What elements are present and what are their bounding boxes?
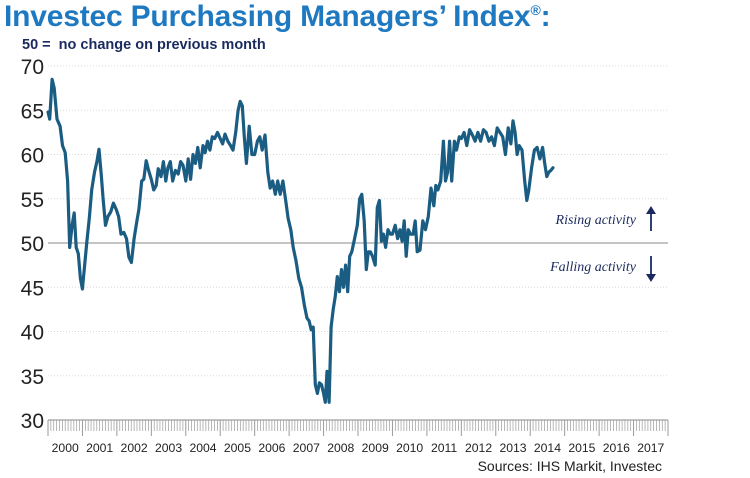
- x-tick-label: 2002: [121, 441, 148, 455]
- x-tick-label: 2012: [465, 441, 492, 455]
- y-tick-label: 35: [21, 366, 44, 389]
- y-tick-label: 40: [21, 322, 44, 345]
- x-tick-label: 2005: [224, 441, 251, 455]
- x-tick-label: 2004: [189, 441, 216, 455]
- up-arrow-head-icon: [646, 206, 656, 214]
- y-tick-label: 60: [21, 145, 44, 168]
- x-tick-label: 2013: [499, 441, 526, 455]
- x-tick-label: 2011: [431, 441, 457, 455]
- x-tick-label: 2016: [603, 441, 630, 455]
- x-tick-label: 2017: [637, 441, 664, 455]
- y-tick-label: 55: [21, 189, 44, 212]
- falling-activity-label: Falling activity: [549, 260, 637, 275]
- y-tick-label: 65: [21, 100, 44, 123]
- down-arrow-head-icon: [646, 274, 656, 282]
- y-tick-label: 30: [21, 410, 44, 433]
- x-tick-label: 2003: [155, 441, 182, 455]
- registered-mark: ®: [530, 2, 541, 18]
- x-tick-label: 2007: [293, 441, 320, 455]
- y-tick-label: 45: [21, 277, 44, 300]
- x-tick-label: 2014: [534, 441, 561, 455]
- pmi-series-line: [46, 77, 555, 404]
- y-tick-label: 50: [21, 233, 44, 256]
- chart-subtitle: 50 = no change on previous month: [22, 37, 266, 53]
- x-tick-label: 2010: [396, 441, 423, 455]
- x-tick-label: 2006: [258, 441, 285, 455]
- x-tick-label: 2008: [327, 441, 354, 455]
- rising-activity-label: Rising activity: [555, 213, 637, 228]
- x-tick-label: 2001: [86, 441, 113, 455]
- x-tick-label: 2000: [52, 441, 79, 455]
- y-tick-label: 70: [21, 56, 44, 79]
- chart-source: Sources: IHS Markit, Investec: [477, 458, 662, 474]
- x-tick-label: 2015: [568, 441, 595, 455]
- chart-title: Investec Purchasing Managers’ Index®:: [4, 0, 551, 33]
- x-tick-label: 2009: [362, 441, 389, 455]
